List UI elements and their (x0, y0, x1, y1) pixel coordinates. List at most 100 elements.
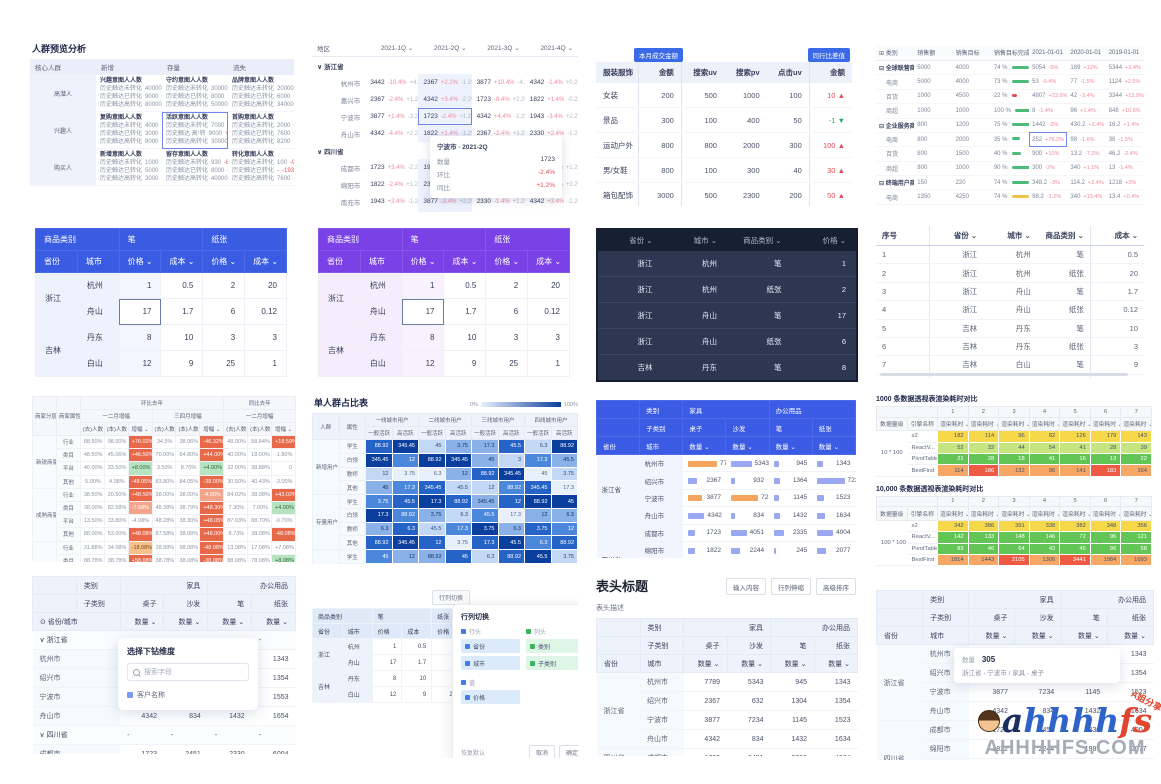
cell[interactable]: 146 (1028, 531, 1061, 544)
column-header[interactable]: 5 (1059, 406, 1091, 418)
cell[interactable]: 90 % (990, 161, 1030, 177)
cell[interactable]: 343+7.2% (1067, 204, 1106, 207)
cell[interactable]: 2300 (723, 182, 767, 206)
cell[interactable]: 电商 (876, 189, 915, 205)
cell[interactable]: 5.00% (79, 474, 105, 489)
cell[interactable]: 114 (967, 430, 1000, 443)
cell[interactable]: 嘉兴市 (340, 97, 361, 105)
cell[interactable]: 吉林 (929, 337, 984, 357)
column-header[interactable]: 纸张 (485, 228, 570, 251)
cell[interactable]: 88.92 (497, 480, 525, 496)
cell[interactable]: 1984 (1089, 553, 1122, 566)
cell[interactable]: 3.75 (444, 439, 472, 454)
cell[interactable]: 1350 (914, 189, 953, 205)
cell[interactable]: 8 (401, 324, 445, 351)
column-header[interactable]: 成本 (401, 623, 433, 639)
cell[interactable]: 34.5% (151, 434, 177, 450)
column-header[interactable]: 成本 ⌄ (1090, 226, 1144, 246)
cell[interactable]: 12 (365, 466, 393, 482)
cell[interactable]: - (207, 725, 252, 745)
cell[interactable]: 53 -9.4% (1029, 74, 1068, 90)
cell[interactable]: 356 (1120, 519, 1152, 533)
cell[interactable]: 3 (1090, 337, 1144, 357)
cell[interactable]: 丹东 (76, 324, 120, 351)
cell[interactable]: 白山 (76, 350, 120, 377)
column-header[interactable]: 一般活跃 (418, 426, 446, 440)
cell[interactable]: 133 (967, 531, 1000, 544)
cell[interactable]: 31.88% (79, 540, 105, 555)
column-header[interactable]: 4 (1028, 495, 1061, 508)
cell[interactable]: 杭州 (76, 272, 120, 299)
column-header[interactable]: 省份 (876, 626, 924, 645)
column-header[interactable]: 城市 (341, 623, 373, 639)
cell[interactable]: 3 (497, 452, 525, 468)
cell[interactable]: 9 (160, 350, 204, 377)
cell[interactable]: -48.08% (271, 527, 296, 542)
cell[interactable]: 430.2 +2.4% (1067, 118, 1106, 133)
column-header[interactable]: 金额 (808, 62, 852, 83)
cell[interactable]: +48.05% (199, 514, 225, 529)
cell[interactable]: 252 +76.2% (1029, 132, 1068, 148)
cell[interactable]: 1000 (914, 103, 953, 119)
cell[interactable]: 41 (1059, 441, 1091, 454)
cell[interactable]: 12 (444, 466, 472, 482)
cell[interactable]: 945 (769, 454, 813, 473)
column-header[interactable]: 数量 ⌄ (968, 626, 1016, 645)
cell[interactable]: 143 (1120, 430, 1152, 443)
cell[interactable]: 48.2-1.3% (1029, 204, 1068, 207)
column-header[interactable]: 数量 ⌄ (768, 436, 813, 455)
cell[interactable]: 1943 (968, 758, 1015, 760)
cell[interactable]: 38.88% (151, 540, 177, 555)
column-header[interactable]: 二线城市用户 (418, 413, 472, 427)
cell[interactable]: ∨ 浙江省 (32, 630, 121, 650)
cell[interactable]: 4000 (952, 74, 991, 90)
cell[interactable]: +48.50% (127, 487, 153, 502)
advanced-sort-button[interactable]: 高级排序 (816, 578, 856, 595)
row-dimension-item[interactable]: 城市 (461, 656, 520, 670)
cell[interactable]: 0.5 (443, 272, 487, 299)
cell[interactable]: 4250 (952, 189, 991, 205)
cell[interactable]: 800 (638, 157, 682, 183)
cell[interactable]: 宁波市 (640, 710, 684, 730)
cell[interactable]: 浙江 (35, 272, 78, 325)
cell[interactable]: 41 (1028, 452, 1061, 466)
cell[interactable]: 2367-2.4%+3.2% (476, 130, 525, 137)
cell[interactable]: 2 (485, 272, 529, 299)
cell[interactable]: 38.50% (79, 487, 105, 502)
cell[interactable]: 38.08% (175, 553, 201, 562)
cell[interactable]: 45.5 (497, 535, 525, 551)
column-header[interactable]: 桌子 (119, 594, 165, 613)
cell[interactable]: 舟山 (662, 328, 727, 355)
cell[interactable]: 2330-1.4%+1.2% (476, 198, 525, 205)
cell[interactable]: 1723 (682, 524, 726, 542)
cell[interactable]: 45 (550, 494, 578, 509)
cell[interactable]: 342 (937, 519, 969, 533)
column-header[interactable]: 渲染耗时 ⌄ (967, 416, 1000, 432)
cell[interactable]: 88.92 (418, 452, 446, 468)
cell[interactable]: 2 (791, 276, 856, 303)
cell[interactable]: 345.45 (524, 480, 552, 496)
cell[interactable]: 18.00% (247, 448, 273, 463)
cell[interactable]: 2105 (998, 553, 1030, 566)
cell[interactable]: 新增意图人人数历史触达未转化1000-803-103历史触达已转化5000-90… (96, 148, 162, 186)
cell[interactable]: 100 % (990, 103, 1030, 119)
cell[interactable]: 17 (371, 654, 403, 671)
column-header[interactable]: 存量 (162, 59, 228, 75)
cell[interactable]: 首购意图人人数历史触达未转化2000-8%-203历史触达已转化7600-93%… (228, 111, 294, 149)
column-header[interactable]: 渲染耗时 ⌄ (1028, 506, 1061, 521)
cell[interactable]: 电商 (876, 132, 915, 148)
cell[interactable]: 10 * 100 (876, 430, 908, 477)
cell[interactable]: 48.50% (79, 448, 105, 463)
cell[interactable]: 白领 (338, 452, 366, 468)
cell[interactable]: 17.3 (365, 507, 393, 523)
cell[interactable]: 98.2 -1.2% (1029, 189, 1068, 205)
cell[interactable]: - (251, 725, 296, 745)
cell[interactable]: 2335 (769, 524, 813, 542)
column-header[interactable]: 渲染耗时 ⌄ (1120, 416, 1152, 432)
cell[interactable]: 45 (444, 549, 472, 564)
cell[interactable]: 45.5 (391, 494, 419, 509)
cell[interactable]: -4.08% (127, 514, 153, 529)
cell[interactable]: 88.08% (223, 553, 249, 562)
cell[interactable]: 1723-2.4%+1.2% (418, 108, 472, 125)
column-header[interactable]: 数量 ⌄ (770, 654, 815, 673)
